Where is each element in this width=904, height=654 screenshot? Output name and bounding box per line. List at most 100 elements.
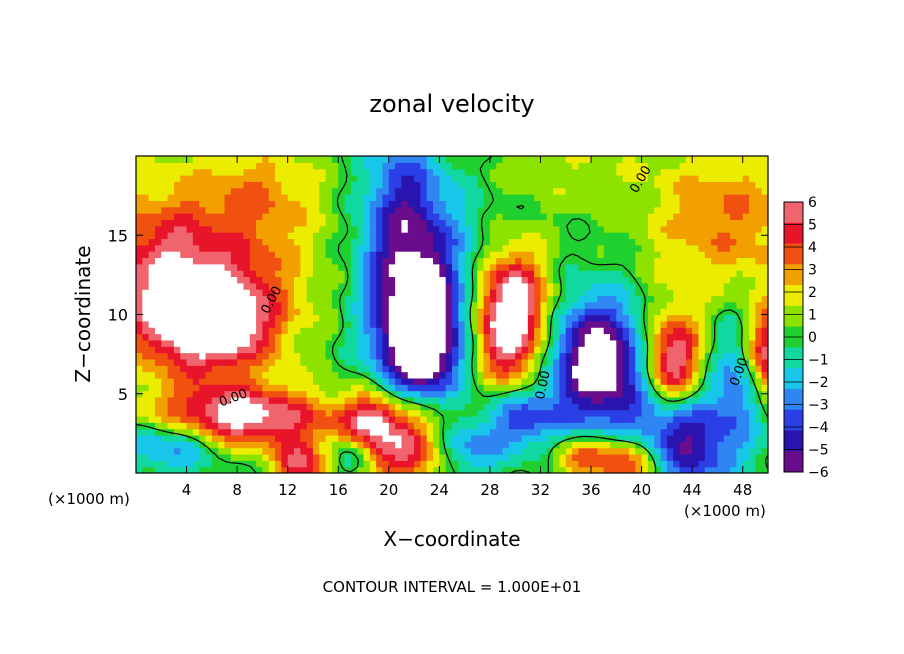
heat-cell [331, 422, 339, 430]
heat-cell [224, 314, 232, 322]
heat-cell [458, 358, 466, 366]
heat-cell [319, 276, 327, 284]
heat-cell [641, 225, 649, 233]
heat-cell [660, 301, 668, 309]
heat-cell [433, 333, 440, 341]
heat-cell [578, 251, 586, 259]
heat-cell [243, 276, 251, 284]
heat-cell [218, 308, 226, 316]
heat-cell [136, 257, 143, 265]
heat-cell [616, 314, 624, 322]
heat-cell [521, 428, 529, 436]
heat-cell [420, 187, 428, 195]
heat-cell [161, 352, 169, 360]
heat-cell [692, 206, 700, 214]
heat-cell [742, 251, 750, 259]
heat-cell [445, 200, 453, 208]
heat-cell [300, 175, 308, 182]
heat-cell [673, 428, 681, 436]
heat-cell [199, 194, 207, 201]
heat-cell [761, 403, 768, 411]
heat-cell [407, 301, 415, 309]
heat-cell [161, 314, 169, 322]
heat-cell [357, 238, 365, 246]
heat-cell [515, 213, 523, 220]
heat-cell [414, 156, 421, 163]
heat-cell [553, 156, 561, 163]
heat-cell [597, 301, 605, 309]
heat-cell [527, 219, 535, 227]
heat-cell [521, 466, 529, 473]
heat-cell [698, 219, 706, 227]
heat-cell [382, 314, 390, 322]
heat-cell [483, 403, 491, 411]
heat-cell [736, 346, 744, 354]
heat-cell [755, 263, 763, 271]
heat-cell [749, 187, 756, 195]
heat-cell [357, 263, 365, 271]
heat-cell [527, 270, 535, 278]
heat-cell [382, 346, 390, 354]
heat-cell [692, 422, 700, 430]
heat-cell [211, 365, 219, 373]
heat-cell [477, 314, 485, 322]
heat-cell [275, 225, 282, 233]
heat-cell [319, 308, 327, 316]
heat-cell [445, 187, 453, 195]
heat-cell [192, 295, 200, 303]
heat-cell [420, 422, 428, 430]
heat-cell [173, 225, 181, 233]
heat-cell [350, 415, 358, 423]
heat-cell [180, 156, 188, 163]
heat-cell [508, 219, 516, 227]
heat-cell [268, 206, 276, 214]
heat-cell [312, 371, 320, 379]
heat-cell [654, 453, 662, 461]
heat-cell [186, 422, 194, 430]
heat-cell [180, 403, 188, 411]
heat-cell [211, 219, 219, 227]
heat-cell [363, 276, 371, 284]
heat-cell [458, 447, 466, 455]
heat-cell [603, 377, 611, 385]
heat-cell [521, 415, 529, 423]
heat-cell [167, 320, 175, 328]
heat-cell [534, 194, 542, 201]
heat-cell [382, 187, 390, 195]
heat-cell [173, 453, 181, 461]
heat-cell [635, 187, 643, 195]
heat-cell [496, 225, 504, 233]
heat-cell [243, 181, 251, 189]
heat-cell [224, 181, 232, 189]
heat-cell [603, 238, 611, 246]
heat-cell [496, 206, 504, 214]
heat-cell [502, 219, 510, 227]
heat-cell [704, 314, 712, 322]
heat-cell [275, 289, 282, 297]
heat-cell [224, 339, 232, 347]
heat-cell [148, 257, 156, 265]
heat-cell [401, 251, 409, 259]
heat-cell [698, 384, 706, 392]
heat-cell [647, 289, 655, 297]
heat-cell [388, 384, 396, 392]
heat-cell [534, 282, 542, 290]
heat-cell [287, 270, 295, 278]
heat-cell [344, 156, 352, 163]
heat-cell [742, 409, 750, 417]
heat-cell [470, 175, 478, 182]
heat-cell [477, 156, 485, 163]
heat-cell [287, 403, 295, 411]
heat-cell [584, 270, 592, 278]
heat-cell [382, 396, 390, 404]
heat-cell [186, 181, 194, 189]
heat-cell [616, 162, 624, 170]
heat-cell [205, 213, 213, 220]
heat-cell [331, 168, 339, 176]
heat-cell [344, 308, 352, 316]
heat-cell [401, 301, 409, 309]
heat-cell [584, 466, 592, 473]
heat-cell [350, 365, 358, 373]
heat-cell [685, 295, 693, 303]
heat-cell [559, 371, 567, 379]
